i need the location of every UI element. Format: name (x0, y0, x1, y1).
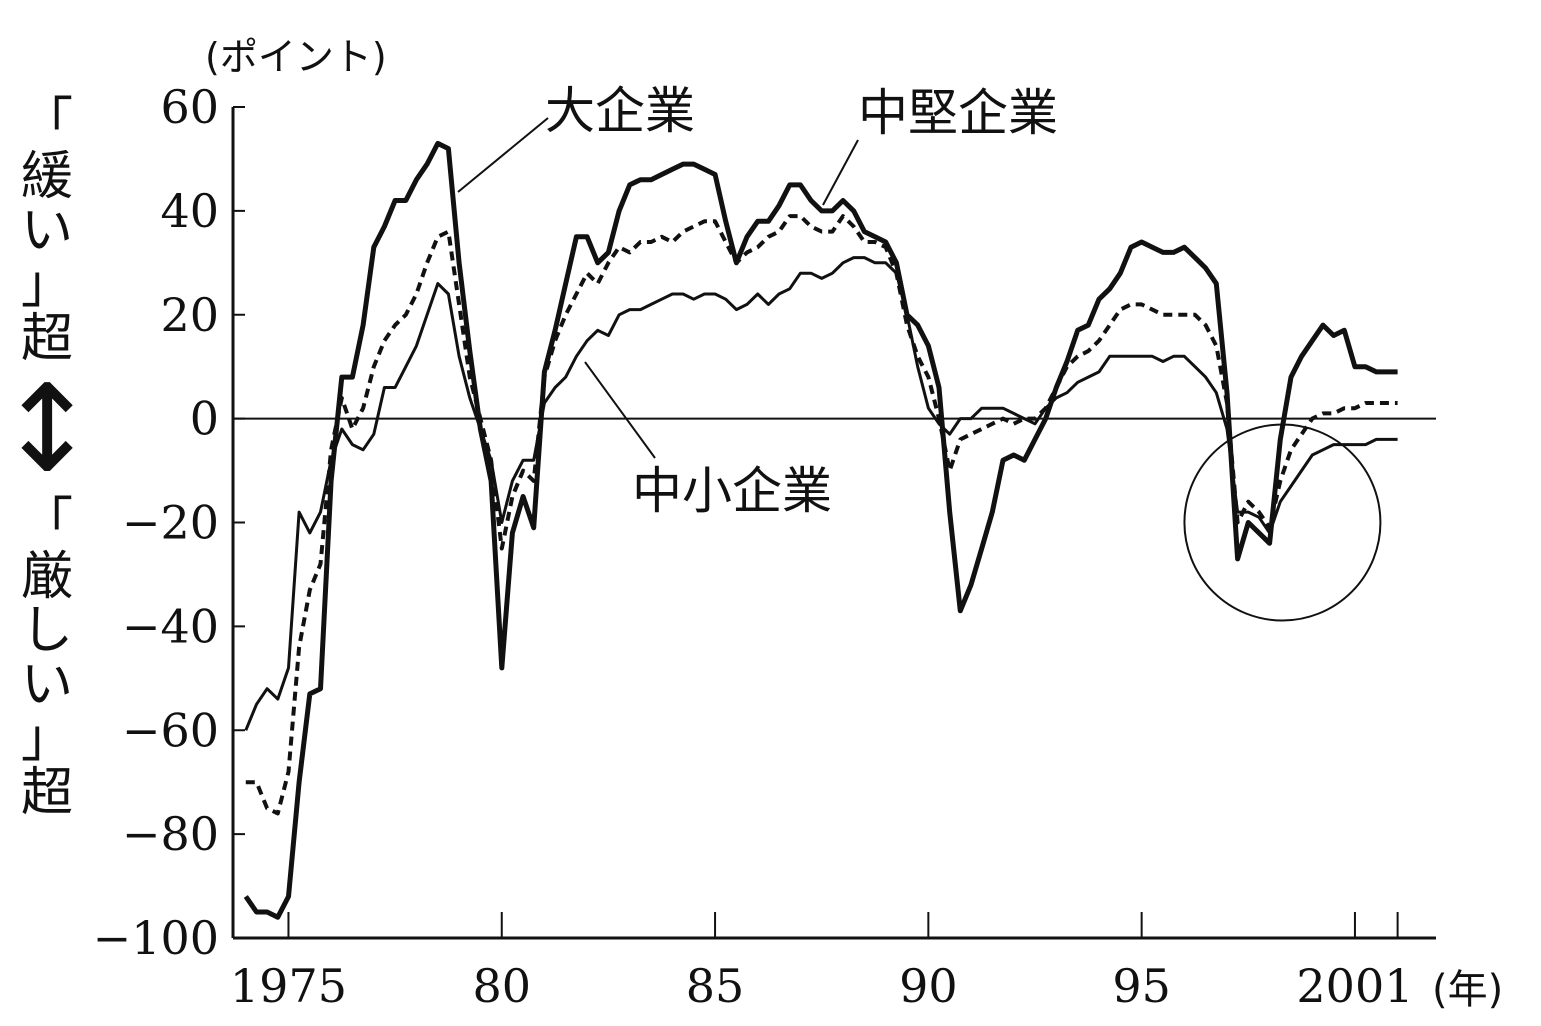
y-ticks: 60 40 20 0 −20 −40 −60 −80 −100 (93, 80, 245, 965)
annotations: 大企業 中堅企業 中小企業 (457, 82, 1058, 520)
x-tick-label: 80 (472, 959, 531, 1013)
annotation-mid-enterprise: 中堅企業 (858, 84, 1058, 142)
y-label-char: 「 (21, 93, 73, 153)
y-tick-label: 40 (160, 184, 219, 238)
y-tick-label: 60 (160, 80, 219, 134)
annotation-large-enterprise: 大企業 (545, 82, 695, 140)
series-line-mid (245, 214, 1398, 816)
x-tick-label: 2001 (1296, 959, 1413, 1013)
x-tick-label: 90 (899, 959, 958, 1013)
annotation-leader-small (584, 361, 656, 459)
y-tick-label: −20 (122, 496, 219, 550)
series-line-large (243, 140, 1398, 920)
y-label-char: 超 (21, 309, 73, 369)
y-label-char: 超 (21, 763, 73, 823)
y-axis-label: 「緩い」超↕「厳しい」超 (0, 93, 97, 823)
y-label-char: 厳 (21, 547, 73, 607)
y-label-char: 」 (21, 255, 73, 315)
series-line-small (244, 256, 1398, 731)
x-tick-label: 1975 (230, 959, 347, 1013)
highlight-circle (1183, 423, 1382, 622)
y-label-char: い (21, 655, 73, 715)
y-label-char: し (21, 601, 73, 661)
x-tick-label: 85 (686, 959, 745, 1013)
annotation-small-enterprise: 中小企業 (632, 462, 832, 520)
y-label-char: 」 (21, 709, 73, 769)
y-label-char: 「 (21, 493, 73, 553)
y-tick-label: −100 (93, 911, 219, 965)
y-tick-label: −60 (122, 703, 219, 757)
y-tick-label: −80 (122, 807, 219, 861)
x-unit-label: (年) (1432, 967, 1503, 1013)
y-tick-label: 0 (190, 392, 219, 446)
updown-arrow-icon: ↕ (0, 360, 97, 499)
y-unit-label: (ポイント) (205, 35, 387, 79)
y-label-char: 緩 (21, 147, 73, 207)
y-label-char: い (21, 201, 73, 261)
y-tick-label: −40 (122, 599, 219, 653)
y-tick-label: 20 (160, 288, 219, 342)
annotation-leader-large (457, 117, 549, 193)
x-ticks: 1975 80 85 90 95 2001 (230, 912, 1413, 1013)
annotation-leader-mid (822, 139, 859, 206)
x-tick-label: 95 (1112, 959, 1171, 1013)
series-group (243, 140, 1398, 920)
